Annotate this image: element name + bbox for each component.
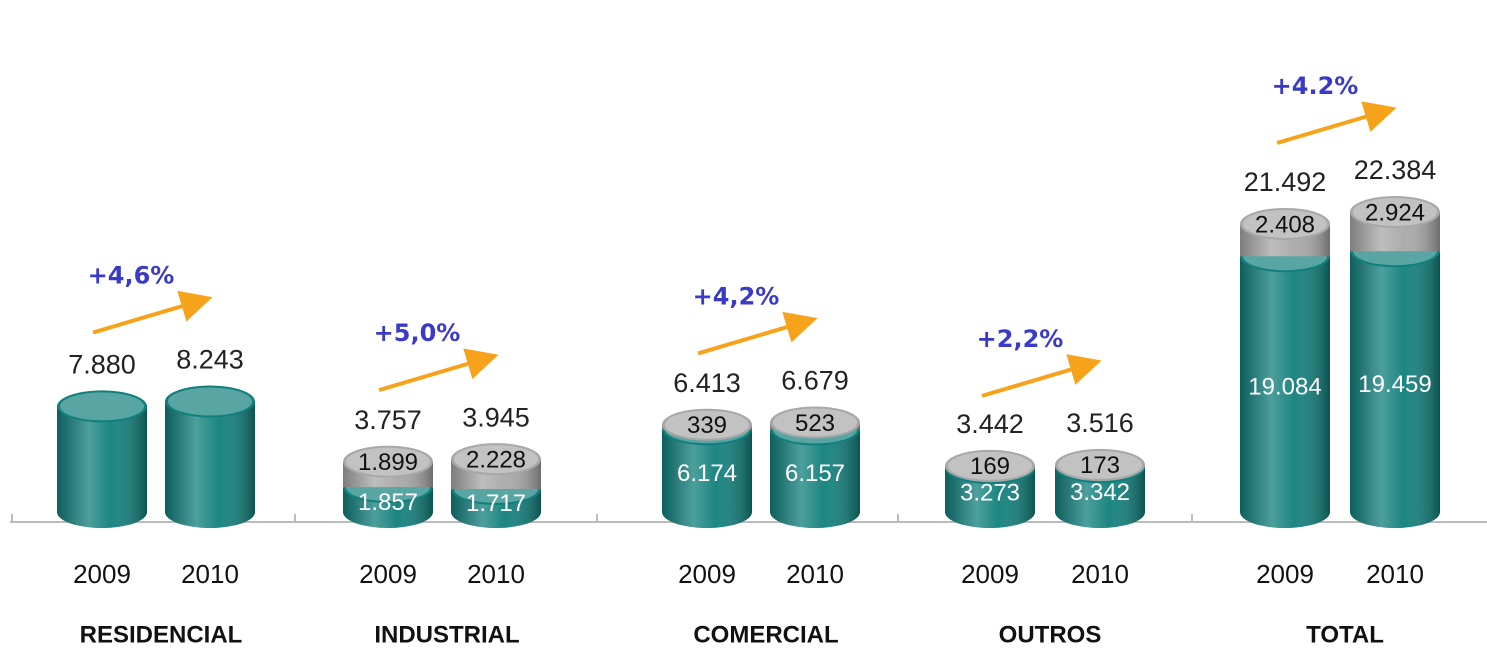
growth-arrow	[378, 348, 499, 393]
segment-label: 19.084	[1248, 373, 1321, 400]
cap-highlight	[454, 445, 538, 474]
cap-highlight	[1058, 450, 1142, 479]
growth-label: +4,2%	[693, 282, 780, 310]
growth-arrow	[92, 290, 213, 335]
cap-highlight	[346, 447, 430, 476]
group-label: OUTROS	[999, 621, 1102, 648]
cylinder-top	[165, 385, 255, 418]
cap-highlight	[60, 392, 144, 421]
segment-label: 2.924	[1365, 199, 1425, 226]
cap-highlight	[1243, 209, 1327, 238]
segment-label: 3.273	[960, 479, 1020, 506]
total-label: 7.880	[68, 350, 136, 380]
total-label: 3.442	[956, 409, 1024, 439]
total-label: 21.492	[1244, 167, 1327, 197]
year-label: 2010	[786, 559, 844, 589]
growth-arrow	[697, 311, 818, 356]
cylinder-top	[662, 408, 752, 441]
cylinder-top	[451, 443, 541, 476]
group-label: COMERCIAL	[693, 621, 838, 648]
cap-highlight	[665, 410, 749, 439]
segment-label: 6.157	[785, 460, 845, 487]
cap-highlight	[1353, 198, 1437, 227]
cylinder-top	[1240, 207, 1330, 240]
year-label: 2009	[678, 559, 736, 589]
growth-label: +4.2%	[1272, 72, 1359, 100]
year-label: 2009	[73, 559, 131, 589]
growth-label: +5,0%	[374, 319, 461, 347]
segment-label: 1.717	[466, 490, 526, 517]
total-label: 6.679	[781, 366, 849, 396]
cylinder-top	[1350, 196, 1440, 229]
segment-label: 173	[1080, 452, 1120, 479]
year-label: 2010	[467, 559, 525, 589]
year-label: 2010	[1366, 559, 1424, 589]
year-label: 2010	[181, 559, 239, 589]
segment-label: 1.899	[358, 449, 418, 476]
total-label: 3.757	[354, 405, 422, 435]
growth-label: +2,2%	[977, 325, 1064, 353]
growth-arrow	[1276, 101, 1397, 145]
cap-highlight	[773, 408, 857, 437]
cylinder-top	[770, 406, 860, 439]
separators	[11, 514, 1193, 522]
total-label: 6.413	[673, 368, 741, 398]
total-label: 8.243	[176, 345, 244, 375]
total-label: 3.945	[462, 402, 530, 432]
segment-label: 2.228	[466, 446, 526, 473]
cap-highlight	[168, 387, 252, 416]
group-label: TOTAL	[1306, 621, 1384, 648]
shade	[1350, 251, 1440, 513]
segment-label: 3.342	[1070, 479, 1130, 506]
growth-label: +4,6%	[88, 262, 175, 290]
cylinder-top	[57, 390, 147, 423]
cylinder-top	[1055, 448, 1145, 481]
segment-label: 19.459	[1358, 371, 1431, 398]
cylinder-top	[343, 445, 433, 478]
segment-label: 169	[970, 453, 1010, 480]
cap-highlight	[948, 451, 1032, 480]
shade	[165, 401, 255, 512]
segment-label: 2.408	[1255, 211, 1315, 238]
group-label: RESIDENCIAL	[80, 621, 243, 648]
cylinder-top	[945, 449, 1035, 482]
growth-arrow	[981, 354, 1102, 398]
shade	[1240, 256, 1330, 512]
year-label: 2009	[961, 559, 1019, 589]
year-label: 2009	[1256, 559, 1314, 589]
total-label: 22.384	[1354, 155, 1437, 185]
segment-label: 6.174	[677, 460, 737, 487]
group-label: INDUSTRIAL	[374, 621, 519, 648]
segment-label: 523	[795, 410, 835, 437]
segment-label: 339	[687, 412, 727, 439]
shade	[57, 406, 147, 512]
segment-label: 1.857	[358, 489, 418, 516]
year-label: 2010	[1071, 559, 1129, 589]
total-label: 3.516	[1066, 408, 1134, 438]
year-label: 2009	[359, 559, 417, 589]
